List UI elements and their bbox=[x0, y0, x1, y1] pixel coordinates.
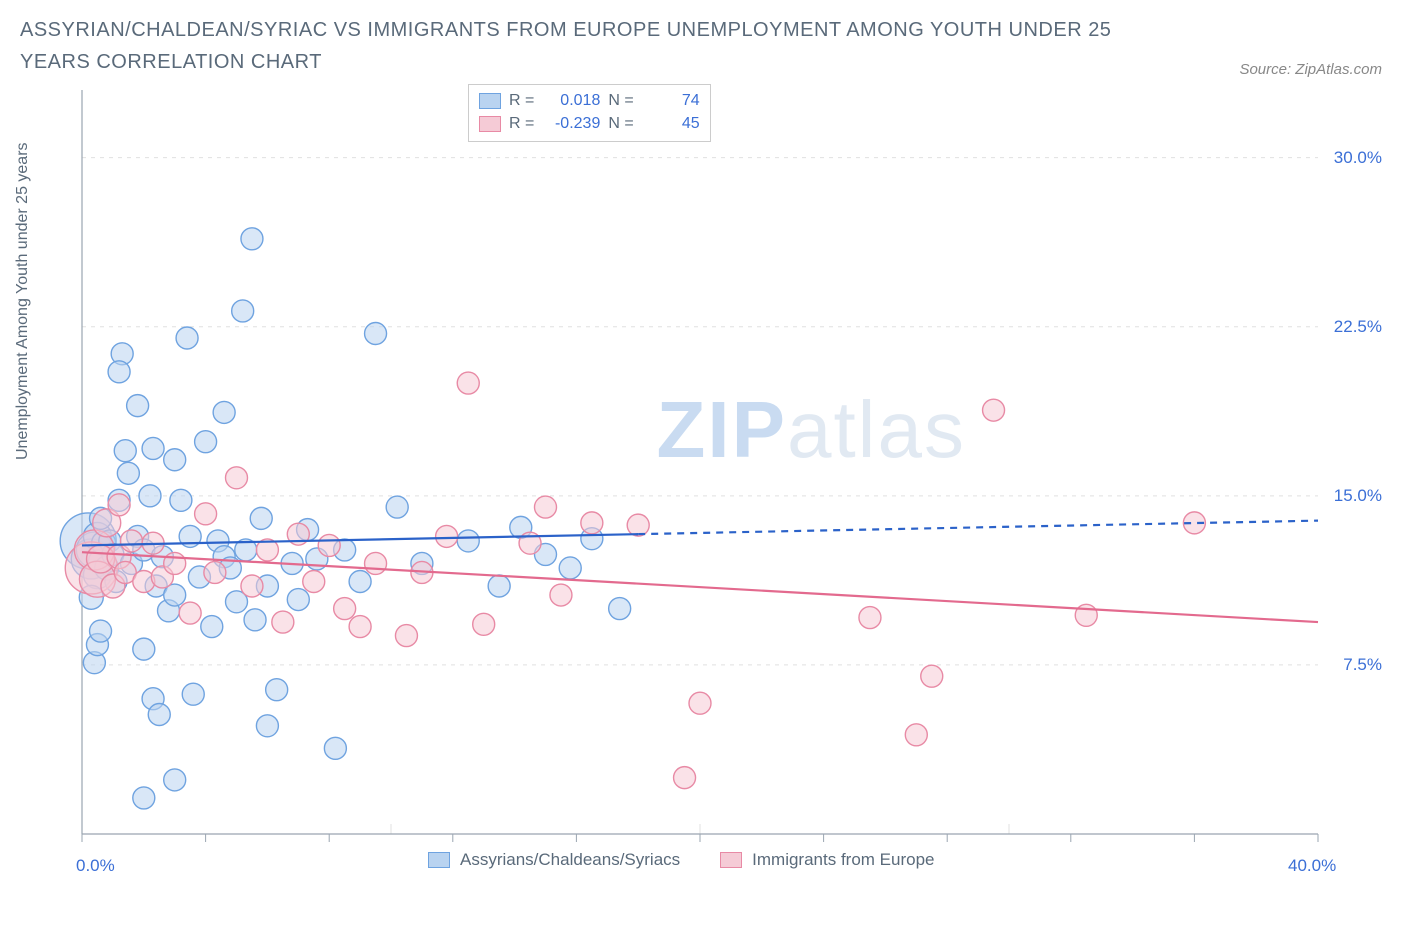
stats-box: R = 0.018 N = 74 R = -0.239 N = 45 bbox=[468, 84, 711, 142]
legend: Assyrians/Chaldeans/Syriacs Immigrants f… bbox=[428, 850, 935, 870]
legend-label-assyrian: Assyrians/Chaldeans/Syriacs bbox=[460, 850, 680, 870]
legend-swatch-assyrian bbox=[428, 852, 450, 868]
y-tick-label: 15.0% bbox=[1334, 486, 1382, 506]
stats-n-assyrian: 74 bbox=[642, 89, 700, 112]
plot-area: R = 0.018 N = 74 R = -0.239 N = 45 ZIPat… bbox=[58, 84, 1388, 874]
stats-n-europe: 45 bbox=[642, 112, 700, 135]
y-tick-label: 22.5% bbox=[1334, 317, 1382, 337]
legend-label-europe: Immigrants from Europe bbox=[752, 850, 934, 870]
stats-r-label: R = bbox=[509, 112, 534, 135]
source-label: Source: ZipAtlas.com bbox=[1239, 61, 1382, 78]
x-tick-label: 0.0% bbox=[76, 856, 115, 876]
stats-r-europe: -0.239 bbox=[542, 112, 600, 135]
y-tick-label: 30.0% bbox=[1334, 148, 1382, 168]
stats-r-assyrian: 0.018 bbox=[542, 89, 600, 112]
stats-n-label: N = bbox=[608, 112, 633, 135]
chart-title: ASSYRIAN/CHALDEAN/SYRIAC VS IMMIGRANTS F… bbox=[20, 14, 1150, 78]
stats-swatch-assyrian bbox=[479, 93, 501, 109]
y-tick-label: 7.5% bbox=[1343, 655, 1382, 675]
stats-n-label: N = bbox=[608, 89, 633, 112]
legend-swatch-europe bbox=[720, 852, 742, 868]
y-axis-label: Unemployment Among Youth under 25 years bbox=[14, 142, 32, 460]
stats-r-label: R = bbox=[509, 89, 534, 112]
x-tick-label: 40.0% bbox=[1288, 856, 1336, 876]
stats-swatch-europe bbox=[479, 116, 501, 132]
